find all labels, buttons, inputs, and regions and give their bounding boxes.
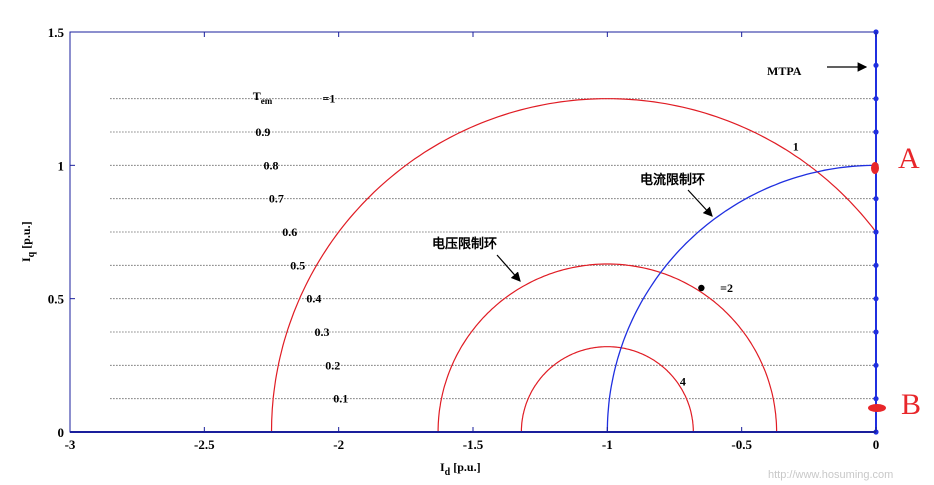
current-limit-annotation: 电流限制环 <box>640 172 713 217</box>
mtpa-point-5 <box>873 262 879 268</box>
mtpa-point-9 <box>873 129 879 135</box>
voltage-circle-label-1: =2 <box>720 281 733 295</box>
omega-marker <box>698 284 705 292</box>
current-limit-label: 电流限制环 <box>640 172 705 188</box>
voltage-circle-label-2: 4 <box>680 374 686 388</box>
current-limit-circle <box>606 164 877 433</box>
torque-label-5: 0.6 <box>282 225 297 239</box>
handwritten-annotations: A B <box>868 142 921 421</box>
point-b-marker <box>868 404 886 412</box>
point-a-marker <box>871 162 879 174</box>
mtpa-point-7 <box>873 196 879 202</box>
voltage-circle-label-0: 1 <box>793 140 799 154</box>
voltage-circle-2 <box>520 346 694 432</box>
x-tick-label-2: -2 <box>333 437 344 452</box>
plot-area <box>69 31 877 433</box>
mtpa-point-4 <box>873 296 879 302</box>
mtpa-point-11 <box>873 62 879 68</box>
voltage-circle-0 <box>270 98 876 433</box>
svg-text:Tem: Tem <box>253 89 273 106</box>
y-tick-label-3: 1.5 <box>48 25 65 40</box>
torque-label-8: 0.9 <box>255 125 270 139</box>
y-tick-label-2: 1 <box>58 158 65 173</box>
torque-label-6: 0.7 <box>269 192 284 206</box>
x-tick-label-1: -2.5 <box>194 437 215 452</box>
torque-label-3: 0.4 <box>306 292 321 306</box>
torque-label-4: 0.5 <box>290 258 305 272</box>
y-tick-label-1: 0.5 <box>48 292 65 307</box>
tem-label: Tem <box>253 89 273 106</box>
mtpa-annotation: MTPA <box>767 62 868 78</box>
x-tick-label-5: -0.5 <box>731 437 752 452</box>
x-tick-label-3: -1.5 <box>463 437 484 452</box>
torque-label-7: 0.8 <box>263 158 278 172</box>
chart-labels: 0.1 0.2 0.3 0.4 0.5 0.6 0.7 0.8 0.9 =1 1 =2 4 <box>255 92 798 406</box>
mtpa-point-10 <box>873 96 879 102</box>
axis-ticks: -3 -2.5 -2 -1.5 -1 -0.5 0 0 0.5 1 1.5 <box>48 25 880 452</box>
mtpa-label: MTPA <box>767 64 802 78</box>
y-axis-label: Iq[p.u.] <box>19 221 37 262</box>
x-tick-label-4: -1 <box>602 437 613 452</box>
torque-label-1: 0.2 <box>325 358 340 372</box>
x-tick-label-6: 0 <box>873 437 880 452</box>
mtpa-point-3 <box>873 329 879 335</box>
mtpa-point-2 <box>873 362 879 368</box>
y-tick-label-0: 0 <box>58 425 65 440</box>
mtpa-point-6 <box>873 229 879 235</box>
svg-text:Id[p.u.]: Id [p.u.] <box>440 460 481 478</box>
torque-label-9: =1 <box>323 92 336 106</box>
point-b-label: B <box>901 388 921 421</box>
watermark: http://www.hosuming.com <box>768 469 893 481</box>
voltage-circle-1 <box>437 263 778 432</box>
x-tick-label-0: -3 <box>65 437 76 452</box>
mtpa-point-1 <box>873 396 879 402</box>
x-axis-label: Id [p.u.] <box>440 460 481 478</box>
torque-label-0: 0.1 <box>333 392 348 406</box>
voltage-limit-annotation: 电压限制环 <box>432 236 521 282</box>
svg-text:Iq[p.u.]: Iq[p.u.] <box>19 221 37 262</box>
torque-label-2: 0.3 <box>314 325 329 339</box>
voltage-limit-label: 电压限制环 <box>432 236 497 252</box>
point-a-label: A <box>898 142 920 175</box>
